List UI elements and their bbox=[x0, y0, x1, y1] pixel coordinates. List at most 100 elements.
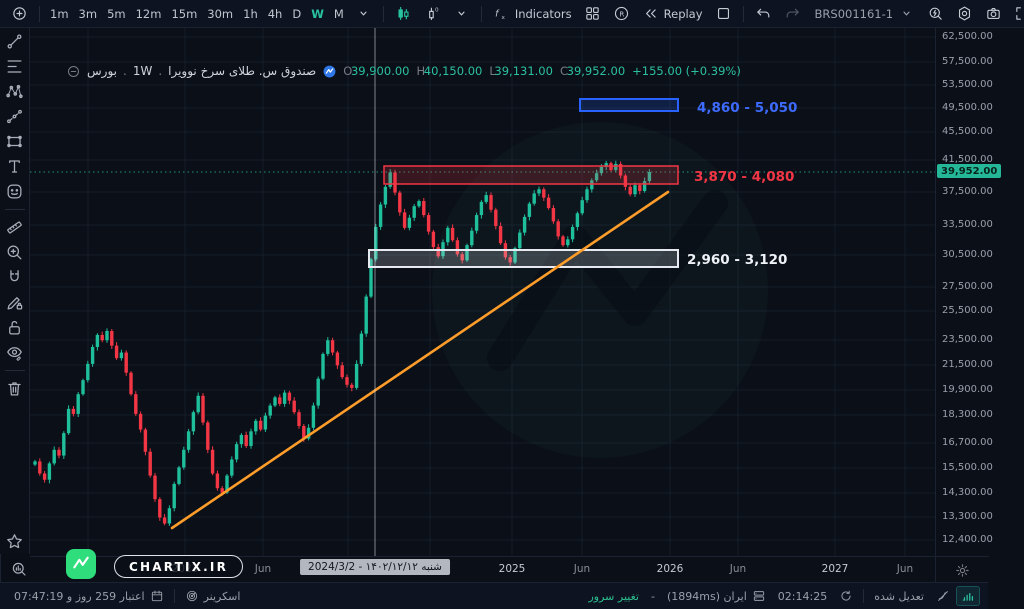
symbol-separator: . bbox=[122, 64, 127, 78]
selection-box-icon[interactable] bbox=[710, 2, 737, 25]
forecast-tool[interactable] bbox=[5, 107, 24, 126]
measure-tool[interactable] bbox=[5, 218, 24, 237]
layout-grid-icon[interactable] bbox=[579, 2, 606, 25]
chart-type-chevron[interactable] bbox=[448, 2, 475, 25]
price-tick: 62,500.00 bbox=[942, 31, 993, 42]
indicators-button[interactable]: f x Indicators bbox=[488, 2, 577, 25]
emoji-tool[interactable] bbox=[5, 182, 24, 201]
toolbar-divider bbox=[382, 5, 384, 22]
add-symbol-button[interactable] bbox=[6, 2, 33, 25]
high-value: 40,150.00 bbox=[423, 64, 483, 78]
adjusted-label[interactable]: تعدیل شده bbox=[868, 590, 930, 603]
r-badge[interactable]: R bbox=[608, 2, 635, 25]
price-tick: 30,500.00 bbox=[942, 249, 993, 260]
indicators-button-label: Indicators bbox=[514, 6, 572, 21]
tf-1m[interactable]: 1m bbox=[46, 4, 73, 24]
symbol-exchange[interactable]: بورس bbox=[87, 64, 117, 78]
text-tool[interactable] bbox=[5, 157, 24, 176]
tf-M[interactable]: M bbox=[330, 4, 348, 24]
change-server-link-label: تغییر سرور bbox=[588, 589, 639, 603]
shapes-tool[interactable] bbox=[5, 132, 24, 151]
settings-gear-icon[interactable] bbox=[951, 2, 978, 25]
quick-scan-icon[interactable] bbox=[922, 2, 949, 25]
change-server-link[interactable]: تغییر سرور bbox=[582, 590, 644, 603]
low-value: 39,131.00 bbox=[494, 64, 553, 78]
price-zone-0[interactable]: 4,860 - 5,050 bbox=[579, 98, 797, 116]
tf-1h[interactable]: 1h bbox=[239, 4, 262, 24]
tf-3m[interactable]: 3m bbox=[75, 4, 102, 24]
price-tick: 16,700.00 bbox=[942, 437, 993, 448]
refresh-button[interactable] bbox=[833, 589, 859, 603]
redo-glyph bbox=[784, 5, 801, 22]
tf-12m[interactable]: 12m bbox=[132, 4, 166, 24]
fullscreen-icon[interactable] bbox=[1009, 2, 1024, 25]
session-time: 02:14:25 bbox=[772, 590, 833, 603]
axis-gear-icon[interactable] bbox=[954, 562, 971, 579]
redo-button[interactable] bbox=[779, 2, 806, 25]
xabcd-pattern-tool[interactable] bbox=[5, 82, 24, 101]
price-tick: 19,900.00 bbox=[942, 384, 993, 395]
change-value: +155.00 (+0.39%) bbox=[632, 64, 741, 78]
tf-12m-label: 12m bbox=[135, 6, 162, 21]
tf-1h-label: 1h bbox=[243, 6, 258, 21]
tf-3m-label: 3m bbox=[78, 6, 98, 21]
stats-button[interactable] bbox=[956, 586, 980, 606]
symbol-interval[interactable]: 1W bbox=[132, 64, 153, 78]
credit-badge[interactable]: اعتبار 259 روز و 07:47:19 bbox=[8, 589, 170, 603]
chart-type-candles-icon[interactable] bbox=[390, 2, 417, 25]
tf-30m-label: 30m bbox=[207, 6, 234, 21]
remove-drawings-tool[interactable] bbox=[5, 379, 24, 398]
replay-button-label: Replay bbox=[663, 6, 703, 21]
price-tick: 27,500.00 bbox=[942, 281, 993, 292]
replay-button[interactable]: Replay bbox=[637, 2, 708, 25]
candle-zero-glyph: 0 bbox=[424, 5, 441, 22]
tf-D[interactable]: D bbox=[288, 4, 305, 24]
price-zone-1[interactable]: 3,870 - 4,080 bbox=[383, 165, 794, 185]
symbol-marker-icon[interactable] bbox=[66, 64, 81, 79]
candles-glyph bbox=[395, 5, 412, 22]
hide-drawings-tool[interactable] bbox=[5, 343, 24, 362]
tf-W[interactable]: W bbox=[307, 4, 328, 24]
price-tick: 15,500.00 bbox=[942, 462, 993, 473]
price-axis[interactable]: 62,500.00 57,500.00 53,500.00 49,500.00 45,5… bbox=[935, 28, 1002, 556]
price-tick: 12,400.00 bbox=[942, 534, 993, 545]
current-price-tag: 39,952.00 bbox=[937, 164, 1002, 178]
fib-retracement-tool[interactable] bbox=[5, 57, 24, 76]
watchlist-search-icon[interactable] bbox=[10, 560, 28, 578]
tf-30m[interactable]: 30m bbox=[203, 4, 237, 24]
drawing-mode-tool[interactable] bbox=[5, 293, 24, 312]
magnet-tool[interactable] bbox=[5, 268, 24, 287]
camera-glyph bbox=[985, 5, 1002, 22]
trendline-tool[interactable] bbox=[5, 32, 24, 51]
rewind-glyph bbox=[642, 5, 659, 22]
statusbar-divider bbox=[173, 589, 175, 603]
symbol-name[interactable]: صندوق س. طلای سرخ نوویرا bbox=[168, 64, 317, 78]
rail-divider bbox=[4, 209, 25, 210]
candlestick-series bbox=[33, 160, 652, 526]
lock-drawings-tool[interactable] bbox=[5, 318, 24, 337]
square-glyph bbox=[715, 5, 732, 22]
svg-text:R: R bbox=[619, 9, 624, 18]
tf-4h[interactable]: 4h bbox=[264, 4, 287, 24]
refresh-icon bbox=[839, 589, 853, 603]
toolbar-divider bbox=[742, 5, 744, 22]
screenshot-camera-icon[interactable] bbox=[980, 2, 1007, 25]
layout-name-menu[interactable]: BRS001161-1 bbox=[810, 2, 921, 25]
undo-button[interactable] bbox=[750, 2, 777, 25]
favorites-star-tool[interactable] bbox=[5, 532, 24, 551]
fullscreen-glyph bbox=[1014, 5, 1024, 22]
trendline-drawing[interactable] bbox=[170, 190, 670, 530]
timeframe-chevron[interactable] bbox=[350, 2, 377, 25]
chart-canvas[interactable]: 4,860 - 5,050 3,870 - 4,080 2,960 - 3,120 bbox=[30, 28, 935, 556]
zoom-in-tool[interactable] bbox=[5, 243, 24, 262]
symbol-separator: . bbox=[158, 64, 163, 78]
price-zone-2[interactable]: 2,960 - 3,120 bbox=[368, 249, 787, 268]
zone-label: 2,960 - 3,120 bbox=[687, 252, 787, 268]
candle-pattern-icon[interactable]: 0 bbox=[419, 2, 446, 25]
tf-5m[interactable]: 5m bbox=[103, 4, 130, 24]
adjusted-label-label: تعدیل شده bbox=[874, 589, 924, 603]
dash-sep: - bbox=[645, 590, 661, 603]
screener-button[interactable]: اسکرینر bbox=[179, 589, 247, 603]
tf-15m[interactable]: 15m bbox=[167, 4, 201, 24]
marks-off-button[interactable] bbox=[930, 589, 956, 603]
